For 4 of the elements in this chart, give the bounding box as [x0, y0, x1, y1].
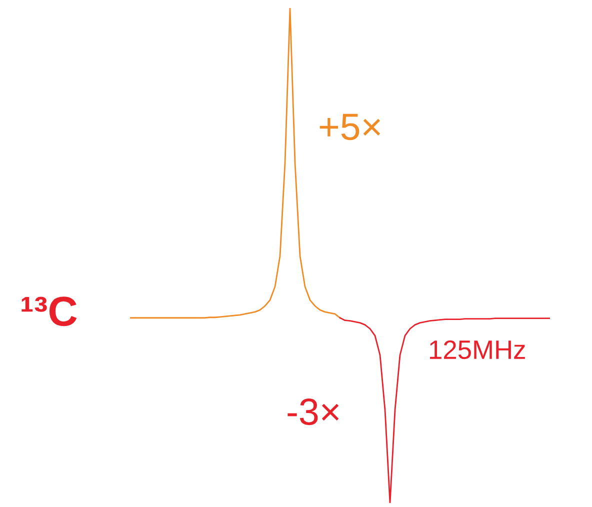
annotation: 125MHz	[430, 340, 525, 360]
annotation: -3×	[288, 398, 339, 426]
annotation: +5×	[320, 114, 380, 140]
text: ¹³C	[22, 296, 77, 326]
